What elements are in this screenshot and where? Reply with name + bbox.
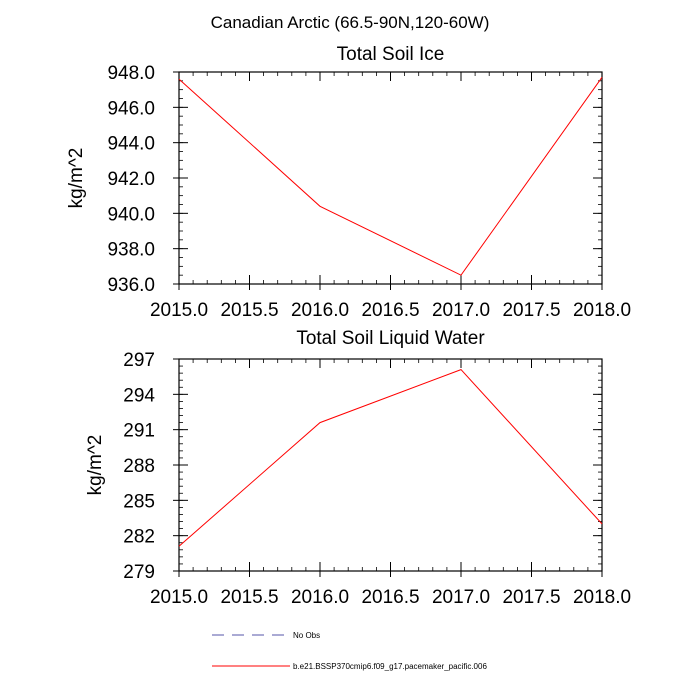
chart-1-y-axis-label: kg/m^2 — [85, 435, 106, 496]
chart-1-series-0-line — [178, 369, 603, 547]
chart-1-y-tick-label: 294 — [123, 385, 155, 406]
legend: No Obs b.e21.BSSP370cmip6.f09_g17.pacema… — [212, 631, 487, 671]
chart-1-x-tick-label: 2015.0 — [150, 587, 208, 608]
legend-label-model: b.e21.BSSP370cmip6.f09_g17.pacemaker_pac… — [293, 662, 487, 671]
chart-1-x-tick-label: 2016.5 — [361, 587, 419, 608]
chart-1-x-tick-label: 2018.0 — [573, 587, 631, 608]
chart-0-series-0-line — [178, 77, 603, 276]
chart-0-title: Total Soil Ice — [337, 44, 445, 65]
chart-0-y-axis-label: kg/m^2 — [66, 148, 87, 209]
chart-1-plot-frame — [178, 358, 603, 572]
chart-1-y-tick-label: 282 — [123, 527, 155, 548]
chart-0-y-tick-label: 936.0 — [107, 275, 155, 296]
panel-total-soil-liquid-water: Total Soil Liquid Water 2015.0 2015.5 2016.… — [85, 328, 631, 608]
chart-1-y-tick-label: 288 — [123, 456, 155, 477]
chart-0-y-tick-label: 938.0 — [107, 240, 155, 261]
chart-0-x-tick-label: 2015.5 — [220, 300, 278, 321]
panel-total-soil-ice: Total Soil Ice 2015.0 2015.5 2016.0 2016.5 20… — [66, 44, 631, 321]
chart-0-x-tick-label: 2018.0 — [573, 300, 631, 321]
chart-1-y-tick-label: 297 — [123, 350, 155, 371]
chart-0-plot-frame — [178, 71, 603, 285]
chart-0-x-tick-label: 2017.5 — [502, 300, 560, 321]
chart-1-x-tick-label: 2016.0 — [291, 587, 349, 608]
chart-1-x-tick-label: 2017.0 — [432, 587, 490, 608]
chart-0-y-tick-label: 946.0 — [107, 98, 155, 119]
chart-1-x-tick-label: 2015.5 — [220, 587, 278, 608]
figure-title: Canadian Arctic (66.5-90N,120-60W) — [211, 13, 490, 32]
chart-0-y-tick-label: 944.0 — [107, 134, 155, 155]
chart-0-y-tick-label: 940.0 — [107, 204, 155, 225]
chart-1-x-tick-label: 2017.5 — [502, 587, 560, 608]
chart-0-x-tick-label: 2017.0 — [432, 300, 490, 321]
chart-0-x-tick-label: 2015.0 — [150, 300, 208, 321]
chart-0-x-tick-label: 2016.0 — [291, 300, 349, 321]
chart-1-y-tick-label: 279 — [123, 562, 155, 583]
chart-1-y-tick-label: 291 — [123, 421, 155, 442]
chart-0-x-tick-label: 2016.5 — [361, 300, 419, 321]
chart-1-y-tick-label: 285 — [123, 491, 155, 512]
chart-0-y-tick-label: 942.0 — [107, 169, 155, 190]
chart-0-y-tick-label: 948.0 — [107, 63, 155, 84]
legend-label-no-obs: No Obs — [293, 631, 320, 640]
chart-1-title: Total Soil Liquid Water — [296, 328, 485, 349]
